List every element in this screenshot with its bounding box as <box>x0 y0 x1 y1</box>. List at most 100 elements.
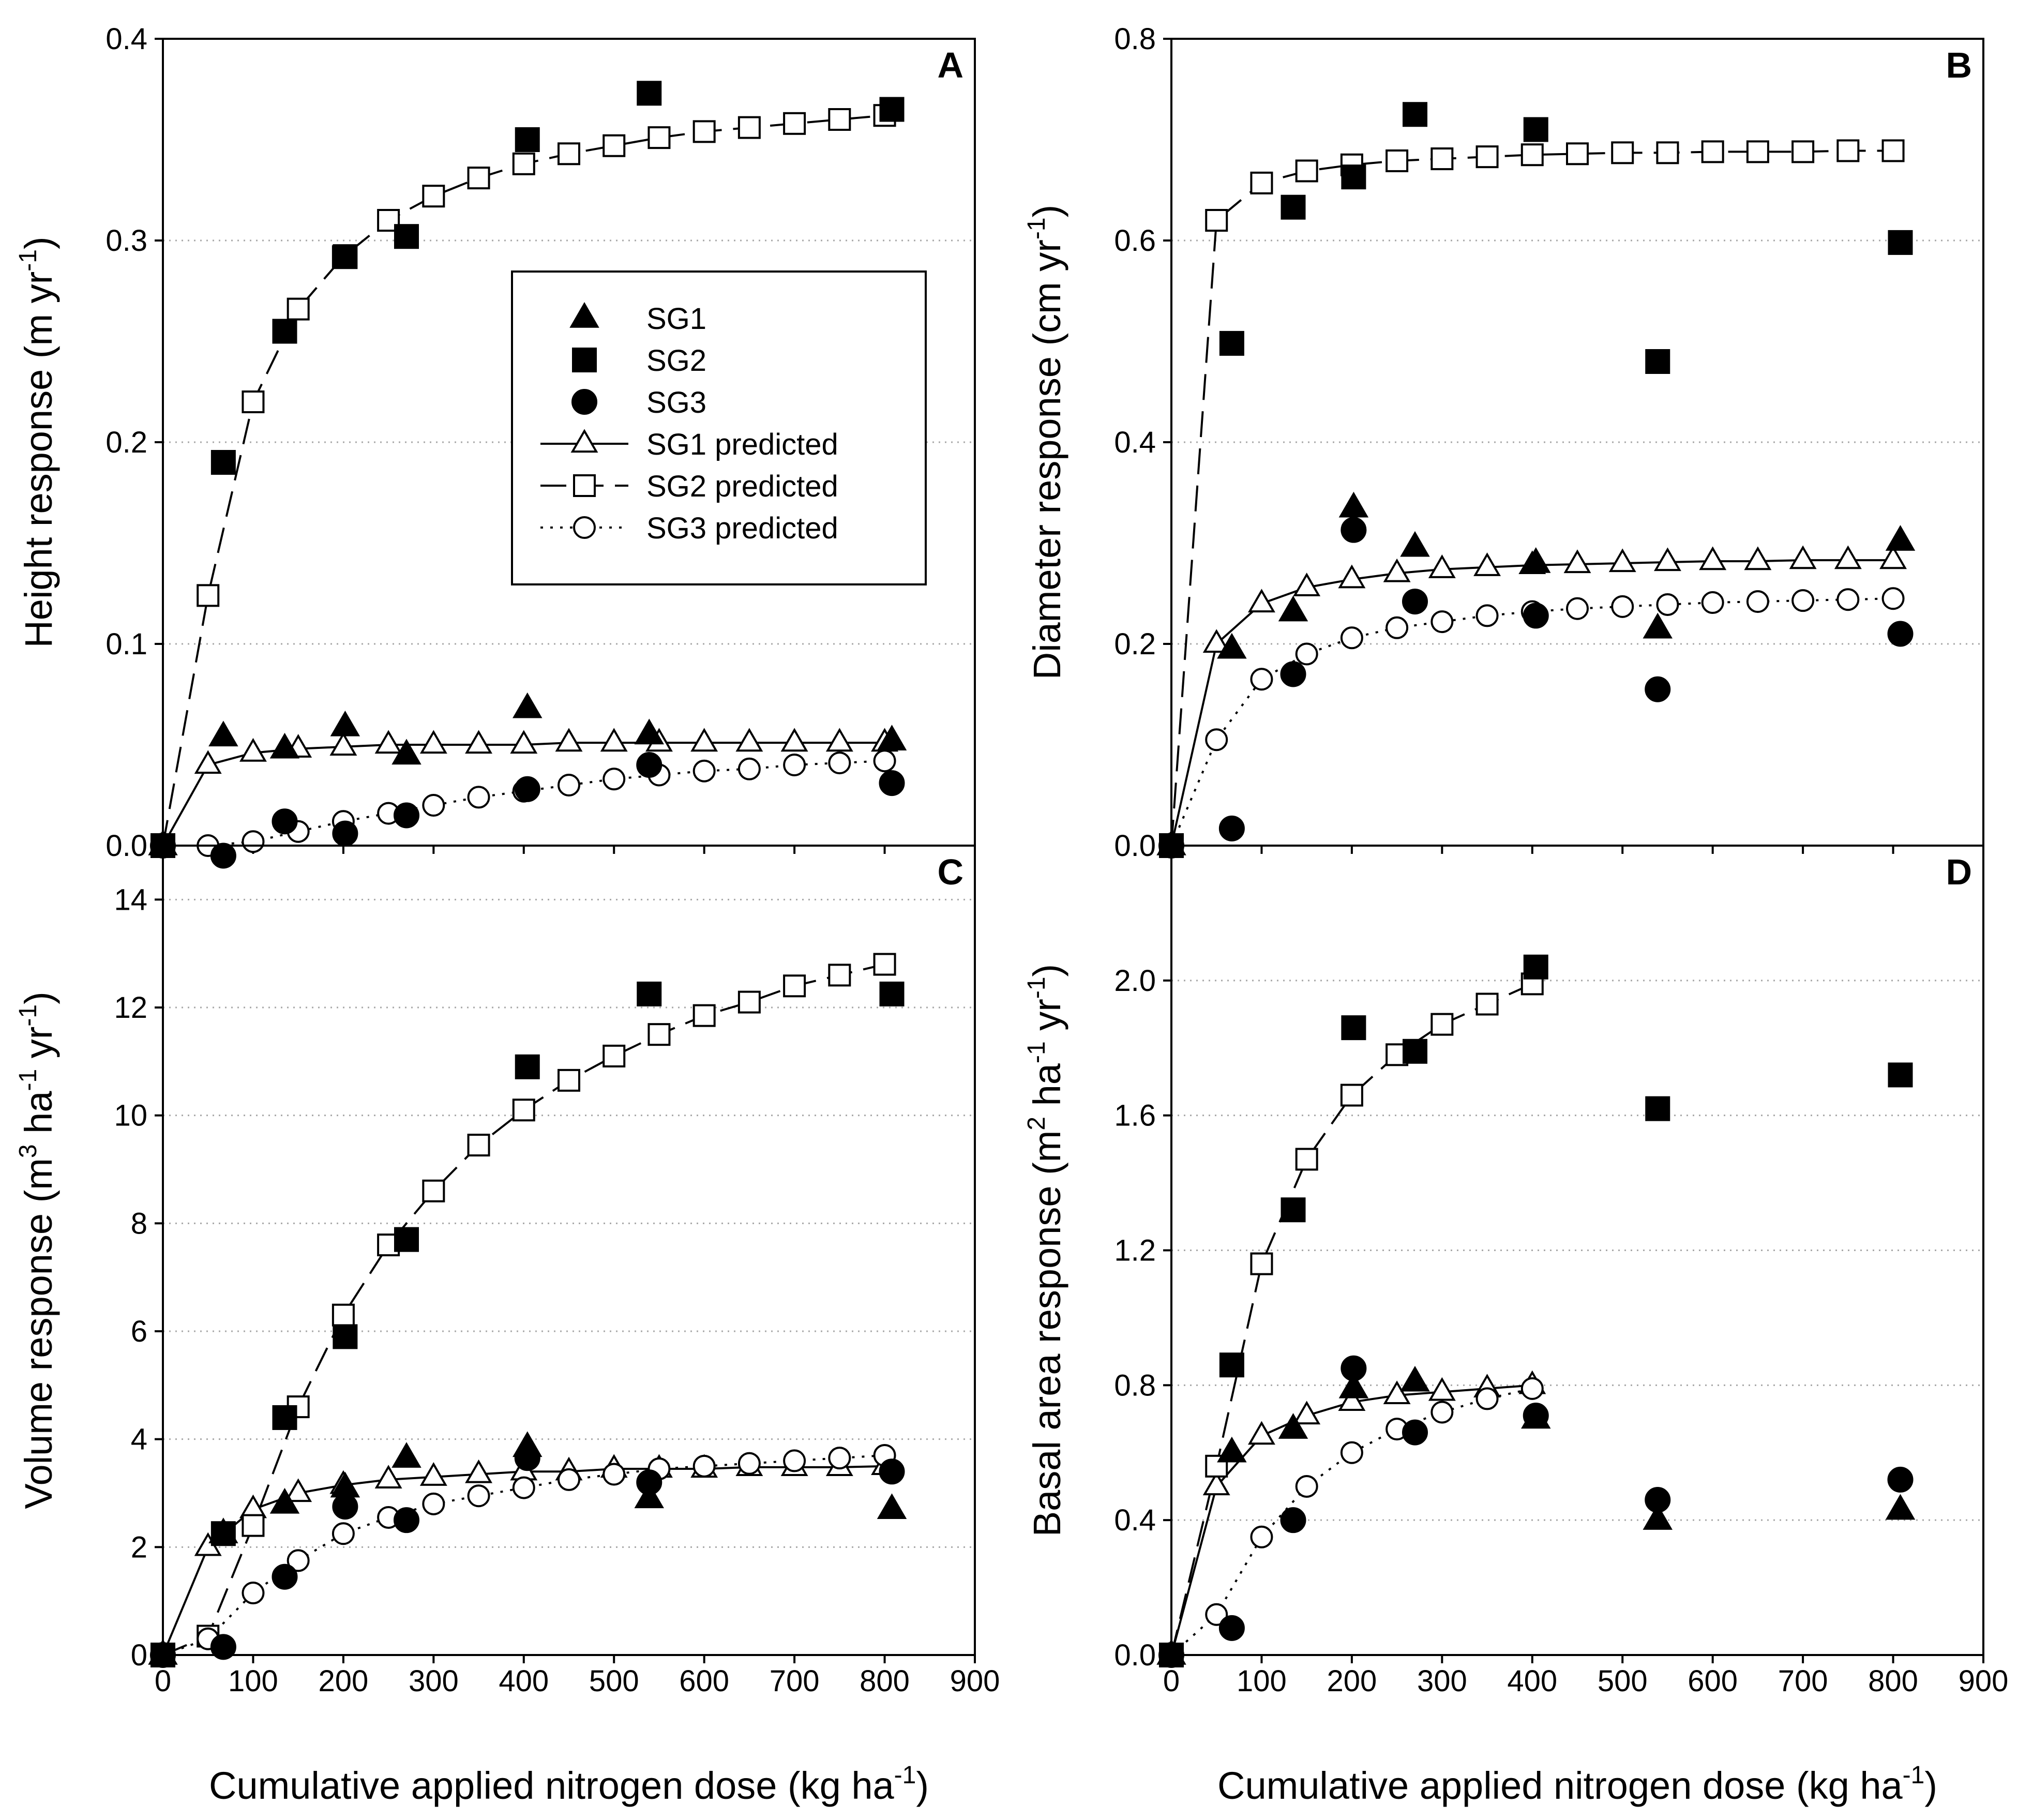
legend-label: SG1 <box>646 302 706 336</box>
data-point-sg2 <box>210 1521 236 1546</box>
predicted-point-sg3 <box>873 749 896 773</box>
data-point-sg3 <box>394 802 419 829</box>
legend-entry: SG2 <box>572 344 706 378</box>
predicted-point-sg2 <box>647 126 671 149</box>
y-axis: 0.0 0.2 0.4 0.6 0.8 <box>1114 22 1171 863</box>
y-axis-title: Diameter response (cm yr-1) <box>1023 205 1068 680</box>
predicted-point-sg3 <box>1566 597 1589 620</box>
predicted-point-sg3 <box>1386 616 1409 639</box>
y-axis-title: Height response (m yr-1) <box>14 236 60 648</box>
data-point-sg2 <box>637 981 662 1006</box>
x-tick-label: 400 <box>1507 1664 1557 1698</box>
predicted-point-sg3 <box>828 1447 851 1470</box>
predicted-point-sg1 <box>1247 589 1275 613</box>
predicted-point-sg2 <box>783 112 806 135</box>
data-point-sg1 <box>1278 1413 1308 1439</box>
y-axis: 0 2 4 6 8 10 12 14 <box>114 883 163 1672</box>
predicted-point-sg2 <box>422 1179 445 1202</box>
data-point-sg2 <box>515 127 540 152</box>
y-axis-title-sup: -1 <box>14 249 42 272</box>
data-point-sg2 <box>272 319 297 344</box>
x-axis-title-sup: -1 <box>894 1762 916 1789</box>
data-point-sg3 <box>332 820 358 847</box>
predicted-point-sg2 <box>1475 145 1499 169</box>
legend-label: SG1 predicted <box>646 428 838 461</box>
predicted-point-sg1 <box>1879 545 1907 569</box>
predicted-point-sg3 <box>422 1492 445 1515</box>
predicted-point-sg2 <box>1746 140 1769 163</box>
legend-marker-sg3 <box>571 389 597 415</box>
predicted-point-sg2 <box>1430 147 1454 171</box>
predicted-point-sg3 <box>828 751 851 775</box>
predicted-point-sg3 <box>558 774 580 796</box>
data-point-sg1 <box>513 692 543 718</box>
y-axis-title-sup: -1 <box>1023 976 1050 999</box>
y-tick-label: 0 <box>131 1638 147 1672</box>
predicted-point-sg1 <box>374 730 402 754</box>
predicted-point-sg2 <box>558 142 580 166</box>
x-axis-title-end: ) <box>1924 1764 1937 1807</box>
predicted-point-sg3 <box>1250 668 1273 691</box>
data-point-sg2 <box>1403 1039 1427 1064</box>
data-point-sg2 <box>1403 102 1427 127</box>
data-point-sg3 <box>272 808 298 835</box>
predicted-point-sg2 <box>692 120 716 143</box>
y-axis-title: Basal area response (m2 ha-1 yr-1) <box>1023 964 1068 1537</box>
predicted-series <box>1170 139 1907 846</box>
series-line-sg2-predicted <box>1170 149 1893 846</box>
predicted-point-sg3 <box>1430 1401 1454 1424</box>
predicted-point-sg1 <box>329 732 357 756</box>
data-point-sg1 <box>391 1442 421 1468</box>
plot-frame <box>162 845 976 1656</box>
data-point-sg3 <box>879 1458 905 1485</box>
data-point-sg2 <box>1645 1096 1670 1121</box>
data-point-sg1 <box>391 739 421 765</box>
predicted-point-sg3 <box>1836 588 1860 611</box>
legend-entry: SG1 predicted <box>540 428 838 461</box>
predicted-point-sg2 <box>828 108 851 131</box>
data-point-sg2 <box>1523 117 1548 142</box>
x-tick-label: 700 <box>1778 1664 1828 1698</box>
predicted-point-sg1 <box>600 728 628 752</box>
y-axis-title-part: Volume response (m <box>17 1158 60 1509</box>
data-point-sg3 <box>1341 1355 1367 1381</box>
predicted-point-sg1 <box>1653 547 1681 571</box>
data-point-sg2 <box>210 450 236 475</box>
predicted-point-sg1 <box>194 750 222 774</box>
predicted-point-sg1 <box>1338 564 1366 589</box>
legend-label: SG2 <box>646 344 706 378</box>
predicted-point-sg1 <box>1608 548 1636 573</box>
predicted-point-sg3 <box>692 1454 716 1478</box>
data-point-sg1 <box>1400 1365 1430 1392</box>
predicted-point-sg3 <box>242 830 265 853</box>
data-point-sg2 <box>1888 230 1913 255</box>
predicted-point-sg2 <box>1295 1148 1318 1171</box>
data-point-sg2 <box>1645 349 1670 374</box>
legend-marker-sg1 <box>569 302 599 328</box>
y-tick-label: 10 <box>114 1099 147 1133</box>
predicted-point-sg2 <box>1250 171 1273 194</box>
y-axis-title-part: Basal area response (m <box>1026 1131 1068 1537</box>
data-point-sg2 <box>637 81 662 106</box>
y-tick-label: 1.6 <box>1114 1099 1156 1133</box>
predicted-point-sg1 <box>284 1478 312 1502</box>
predicted-point-sg3 <box>603 768 626 791</box>
predicted-point-sg1 <box>1338 1387 1366 1411</box>
data-point-sg3 <box>1158 1642 1184 1668</box>
predicted-point-sg3 <box>1295 642 1318 666</box>
x-tick-label: 400 <box>499 1664 549 1698</box>
data-point-sg2 <box>1523 954 1548 980</box>
data-point-sg1 <box>634 718 664 745</box>
data-point-sg2 <box>515 1054 540 1079</box>
legend-label: SG3 <box>646 386 706 419</box>
predicted-point-sg2 <box>828 964 851 987</box>
predicted-point-sg3 <box>1656 593 1679 616</box>
predicted-point-sg3 <box>1881 587 1905 610</box>
predicted-point-sg3 <box>1295 1475 1318 1498</box>
data-point-sg2 <box>333 244 358 269</box>
predicted-point-sg3 <box>1340 1441 1363 1464</box>
predicted-point-sg2 <box>377 209 400 232</box>
data-point-sg3 <box>636 1469 662 1496</box>
x-axis-title-right: Cumulative applied nitrogen dose (kg ha-… <box>1217 1762 1937 1807</box>
